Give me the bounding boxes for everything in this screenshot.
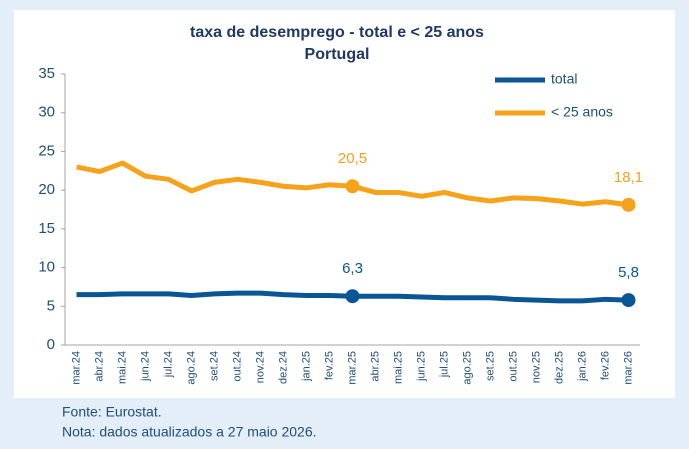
data-label: 18,1: [614, 169, 643, 186]
x-tick-label: jan.26: [576, 351, 588, 382]
data-label: 5,8: [618, 264, 639, 281]
legend-label: total: [551, 71, 577, 87]
source-note: Fonte: Eurostat.: [62, 404, 162, 420]
legend-label: < 25 anos: [551, 104, 613, 120]
x-tick-label: mai.24: [116, 351, 128, 384]
point-marker: [621, 293, 636, 308]
x-tick-label: abr.25: [369, 351, 381, 382]
x-tick-label: jul.24: [162, 351, 174, 378]
x-tick-label: jun.24: [139, 351, 151, 382]
x-tick-label: dez.25: [553, 351, 565, 384]
x-tick-label: mar.26: [622, 351, 634, 385]
x-tick-label: nov.25: [530, 351, 542, 383]
x-tick-label: jul.25: [438, 351, 450, 378]
x-tick-label: dez.24: [277, 351, 289, 384]
data-label: 6,3: [342, 260, 363, 277]
x-tick-label: mar.25: [346, 351, 358, 385]
x-tick-label: set.25: [484, 351, 496, 381]
x-tick-label: nov.24: [254, 351, 266, 383]
point-marker: [345, 179, 360, 194]
y-tick-label: 35: [38, 65, 55, 82]
y-tick-label: 25: [38, 142, 55, 159]
y-tick-label: 10: [38, 259, 55, 276]
x-tick-label: jan.25: [300, 351, 312, 382]
y-tick-label: 15: [38, 220, 55, 237]
y-tick-label: 5: [47, 297, 55, 314]
y-tick-label: 30: [38, 104, 55, 121]
x-tick-label: abr.24: [93, 351, 105, 382]
chart-title: taxa de desemprego - total e < 25 anos: [190, 24, 484, 41]
x-tick-label: out.24: [231, 351, 243, 382]
y-tick-label: 0: [47, 336, 55, 353]
x-tick-label: fev.25: [323, 351, 335, 380]
x-tick-label: jun.25: [415, 351, 427, 382]
x-tick-label: mar.24: [70, 351, 82, 385]
data-label: 20,5: [338, 150, 367, 167]
footnote: Nota: dados atualizados a 27 maio 2026.: [62, 424, 317, 440]
x-tick-label: ago.24: [185, 351, 197, 385]
chart-subtitle: Portugal: [305, 46, 370, 63]
point-marker: [621, 197, 636, 212]
x-tick-label: fev.26: [599, 351, 611, 380]
x-tick-label: ago.25: [461, 351, 473, 385]
point-marker: [345, 289, 360, 304]
y-tick-label: 20: [38, 181, 55, 198]
x-tick-label: set.24: [208, 351, 220, 381]
x-tick-label: out.25: [507, 351, 519, 382]
x-tick-label: mai.25: [392, 351, 404, 384]
